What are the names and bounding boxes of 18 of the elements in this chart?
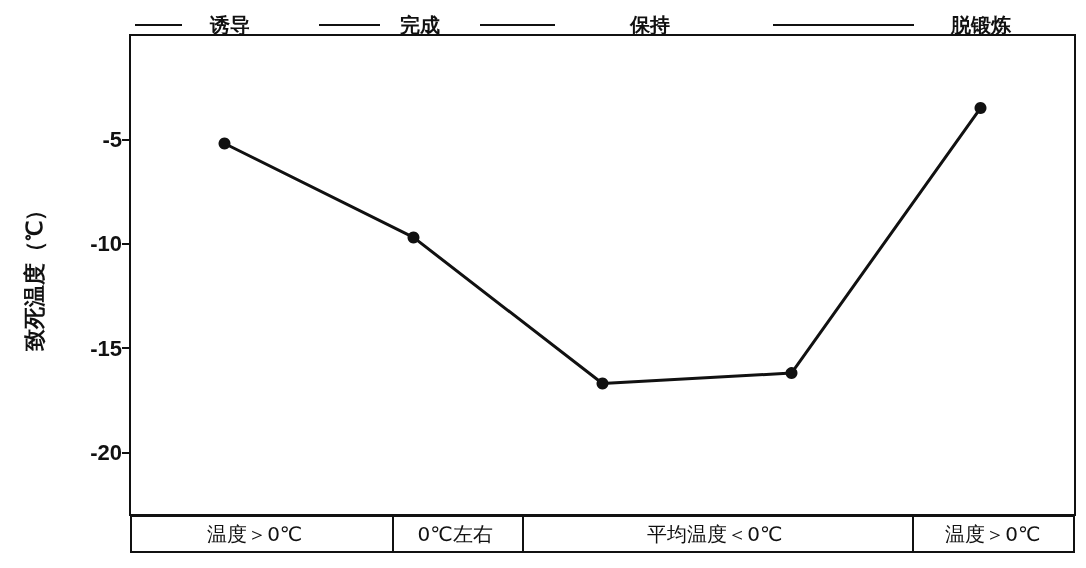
y-axis-title: 致死温度（℃） <box>21 199 47 352</box>
y-tick-label: -5 <box>102 126 122 152</box>
y-tick-label: -15 <box>90 335 122 361</box>
text: 温度＞0℃ <box>207 521 303 548</box>
y-tick-label: -20 <box>90 439 122 465</box>
text: 平均温度＜0℃ <box>647 521 783 548</box>
text: 0℃左右 <box>417 521 493 548</box>
annotation: 诱导 <box>210 12 251 39</box>
annotation: 脱锻炼 <box>950 12 1011 39</box>
point <box>218 137 231 150</box>
point <box>407 231 420 244</box>
y-tick-label: -10 <box>90 231 122 257</box>
point <box>974 102 987 115</box>
annotation: 完成 <box>400 12 441 39</box>
annotation: 保持 <box>629 12 670 39</box>
point <box>785 367 798 380</box>
point <box>596 377 609 390</box>
text: 温度＞0℃ <box>945 521 1041 548</box>
